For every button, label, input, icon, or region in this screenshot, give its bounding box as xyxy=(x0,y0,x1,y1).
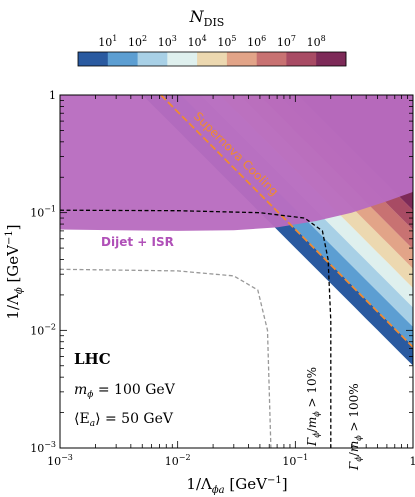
y-axis-label: 1/Λϕ [GeV−1] xyxy=(4,224,25,319)
plot-frame xyxy=(59,94,414,449)
colorbar-tick-label: 105 xyxy=(217,34,236,49)
energy-annotation: ⟨Ea⟩ = 50 GeV xyxy=(74,411,174,429)
mass-annotation: mϕ = 100 GeV xyxy=(74,382,176,400)
x-axis-label: 1/Λϕa [GeV−1] xyxy=(186,475,287,496)
colorbar xyxy=(77,51,347,67)
x-tick-labels: 10−3 10−2 10−1 1 xyxy=(47,453,415,468)
y-tick-labels: 1 10−1 10−2 10−3 xyxy=(30,89,56,455)
colorbar-segment xyxy=(286,52,317,66)
colorbar-tick-label: 103 xyxy=(158,34,177,49)
x-tick-label: 10−1 xyxy=(282,453,308,468)
experiment-label: LHC xyxy=(74,350,111,368)
y-tick-label: 1 xyxy=(49,89,56,102)
colorbar-frame xyxy=(77,51,347,67)
colorbar-tick-labels: 101 102 103 104 105 106 107 108 xyxy=(98,34,326,55)
colorbar-segment xyxy=(137,52,168,66)
dijet-isr-label: Dijet + ISR xyxy=(101,235,174,249)
axis-ticks xyxy=(59,94,414,449)
colorbar-tick-label: 104 xyxy=(188,34,207,49)
x-tick-label: 10−2 xyxy=(165,453,191,468)
colorbar-segment xyxy=(226,52,258,66)
width-100pct-line xyxy=(60,209,332,448)
colorbar-title: NDIS xyxy=(189,7,225,29)
colorbar-segment xyxy=(78,52,109,66)
colorbar-segment xyxy=(107,52,138,66)
colorbar-tick-label: 106 xyxy=(247,34,266,49)
colorbar-segment xyxy=(197,52,228,66)
width-100pct-label: Γϕ/mϕ > 100% xyxy=(347,383,363,471)
colorbar-tick-label: 108 xyxy=(307,34,326,49)
y-tick-label: 10−1 xyxy=(30,205,56,220)
colorbar-tick-label: 102 xyxy=(128,34,147,49)
colorbar-segment xyxy=(167,52,198,66)
colorbar-tick-label: 101 xyxy=(98,34,117,49)
ndis-band xyxy=(239,95,413,269)
width-10pct-line xyxy=(60,268,272,448)
colorbar-tick-label: 107 xyxy=(277,34,296,49)
colorbar-segment xyxy=(256,52,287,66)
y-tick-label: 10−2 xyxy=(30,322,56,337)
colorbar-segment xyxy=(316,52,347,66)
y-tick-label: 10−3 xyxy=(30,440,56,455)
width-10pct-label: Γϕ/mϕ > 10% xyxy=(305,367,321,447)
dijet-isr-region xyxy=(60,95,413,231)
x-tick-label: 1 xyxy=(410,455,415,468)
x-tick-label: 10−3 xyxy=(47,453,73,468)
